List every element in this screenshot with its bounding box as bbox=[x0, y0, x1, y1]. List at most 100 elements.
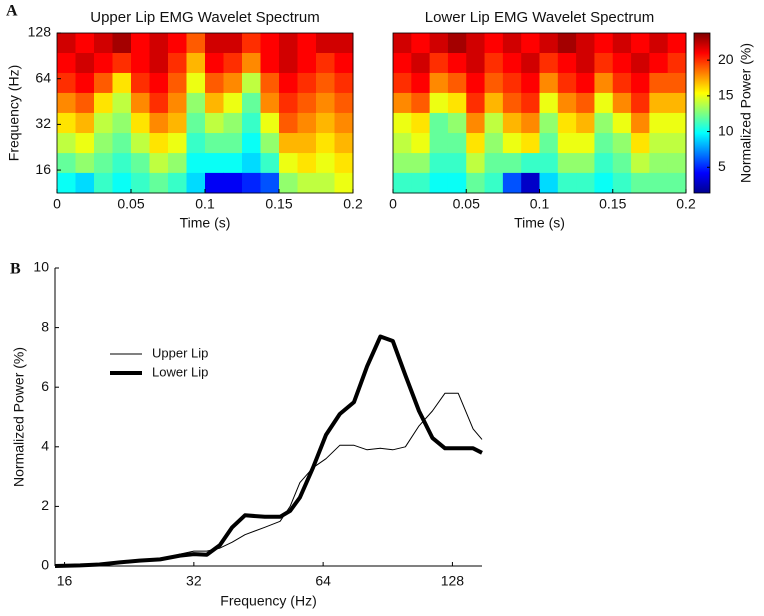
x-tick-label: 0.05 bbox=[453, 196, 480, 212]
heatmap-cell bbox=[205, 153, 224, 174]
heatmap-cell bbox=[521, 172, 540, 194]
heatmap-cell bbox=[242, 72, 261, 94]
heatmap-cell bbox=[649, 112, 669, 134]
heatmap-cell bbox=[667, 172, 687, 194]
heatmap-cell bbox=[334, 172, 354, 194]
heatmap-cell bbox=[612, 33, 632, 54]
heatmap-cell bbox=[667, 52, 687, 74]
heatmap-cell bbox=[411, 112, 431, 134]
heatmap-cell bbox=[205, 52, 224, 74]
heatmap-cell bbox=[168, 133, 187, 154]
heatmap-cell bbox=[242, 153, 261, 174]
heatmap-cell bbox=[242, 112, 261, 134]
heatmap-cell bbox=[334, 33, 354, 54]
heatmap-cell bbox=[576, 52, 595, 74]
heatmap-cell bbox=[557, 153, 577, 174]
heatmap-cell bbox=[447, 172, 467, 194]
heatmap-cell bbox=[539, 52, 559, 74]
heatmap-cell bbox=[334, 52, 354, 74]
heatmap-cell bbox=[149, 72, 169, 94]
y-tick-label: 4 bbox=[41, 438, 49, 454]
heatmap-cell bbox=[521, 153, 540, 174]
heatmap-cell bbox=[447, 153, 467, 174]
legend-label: Upper Lip bbox=[152, 345, 208, 360]
heatmap-cell bbox=[297, 92, 317, 114]
heatmap-cell bbox=[297, 133, 317, 154]
heatmap-cell bbox=[316, 112, 335, 134]
heatmap-cell bbox=[112, 52, 132, 74]
heatmap-cell bbox=[502, 172, 522, 194]
heatmap-cell bbox=[131, 72, 150, 94]
heatmap-cell bbox=[279, 33, 298, 54]
heatmap-cell bbox=[186, 172, 206, 194]
panel-label: B bbox=[10, 261, 21, 278]
heatmap-cell bbox=[94, 33, 113, 54]
heatmap-cell bbox=[75, 153, 95, 174]
heatmap-cell bbox=[112, 112, 132, 134]
colorbar-tick-label: 20 bbox=[718, 51, 734, 67]
heatmap-cell bbox=[393, 92, 412, 114]
heatmap-cell bbox=[539, 133, 559, 154]
heatmap-cell bbox=[186, 52, 206, 74]
colorbar-tick-label: 15 bbox=[718, 87, 734, 103]
heatmap-cell bbox=[576, 72, 595, 94]
x-tick-label: 64 bbox=[315, 573, 331, 589]
heatmap-cell bbox=[75, 133, 95, 154]
heatmap-cell bbox=[186, 133, 206, 154]
heatmap-cell bbox=[631, 172, 650, 194]
heatmap-cell bbox=[223, 133, 243, 154]
heatmap-cell bbox=[223, 172, 243, 194]
heatmap-cell bbox=[539, 72, 559, 94]
heatmap-cell bbox=[594, 153, 614, 174]
heatmap-cell bbox=[521, 133, 540, 154]
heatmap-cell bbox=[57, 172, 76, 194]
x-axis-label: Time (s) bbox=[514, 215, 565, 231]
heatmap-cell bbox=[223, 72, 243, 94]
heatmap-cell bbox=[223, 153, 243, 174]
heatmap-cell bbox=[429, 112, 449, 134]
y-tick-label: 128 bbox=[28, 24, 52, 40]
heatmap-cell bbox=[521, 52, 540, 74]
heatmap-cell bbox=[411, 153, 431, 174]
heatmap-cell bbox=[594, 133, 614, 154]
heatmap-cell bbox=[667, 153, 687, 174]
heatmap-cell bbox=[411, 72, 431, 94]
heatmap-cell bbox=[279, 133, 298, 154]
heatmap-cell bbox=[466, 72, 486, 94]
heatmap-cell bbox=[521, 92, 540, 114]
x-tick-label: 0.2 bbox=[343, 196, 363, 212]
heatmap-cell bbox=[334, 133, 354, 154]
heatmap-cell bbox=[594, 112, 614, 134]
heatmap-cell bbox=[484, 153, 504, 174]
heatmap-cell bbox=[539, 92, 559, 114]
heatmap-cell bbox=[316, 153, 335, 174]
heatmap-cell bbox=[260, 153, 280, 174]
heatmap-cell bbox=[260, 92, 280, 114]
heatmap-cell bbox=[112, 92, 132, 114]
heatmap-cell bbox=[186, 72, 206, 94]
heatmap-cell bbox=[149, 52, 169, 74]
heatmap-cell bbox=[502, 72, 522, 94]
heatmap-cell bbox=[131, 153, 150, 174]
heatmap-cell bbox=[334, 72, 354, 94]
heatmap-cell bbox=[279, 112, 298, 134]
heatmap-cell bbox=[112, 72, 132, 94]
heatmap-cell bbox=[649, 72, 669, 94]
heatmap-cell bbox=[612, 153, 632, 174]
y-tick-label: 32 bbox=[35, 115, 51, 131]
heatmap-cell bbox=[429, 172, 449, 194]
heatmap-cell bbox=[131, 52, 150, 74]
heatmap-cell bbox=[334, 153, 354, 174]
heatmap-cell bbox=[112, 133, 132, 154]
heatmap-cell bbox=[112, 172, 132, 194]
heatmap-cell bbox=[260, 133, 280, 154]
heatmap-cell bbox=[429, 72, 449, 94]
heatmap-cell bbox=[539, 112, 559, 134]
heatmap-cell bbox=[149, 172, 169, 194]
heatmap-cell bbox=[576, 112, 595, 134]
heatmap-cell bbox=[393, 33, 412, 54]
heatmap-cell bbox=[334, 112, 354, 134]
heatmap-cell bbox=[94, 52, 113, 74]
line-series bbox=[54, 392, 483, 566]
